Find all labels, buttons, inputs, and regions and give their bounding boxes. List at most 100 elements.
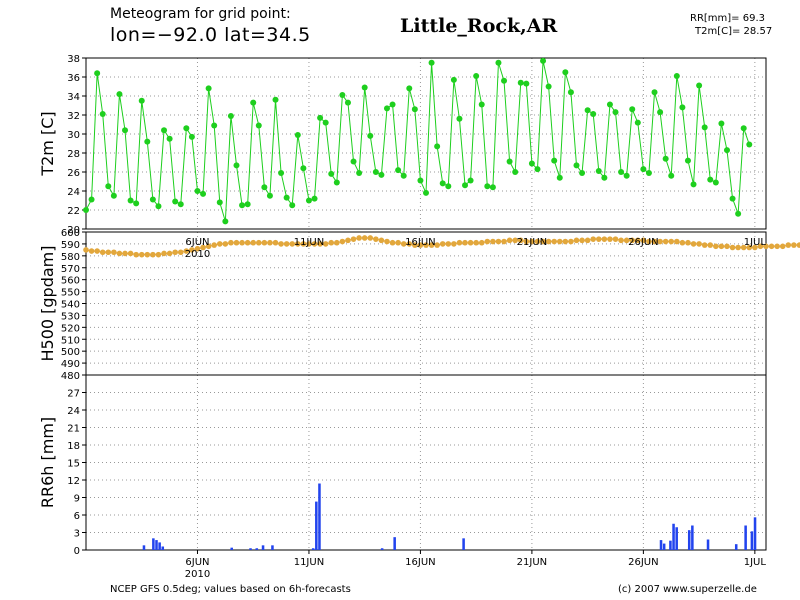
panel-frame <box>85 374 767 551</box>
y-axis-label: T2m [C] <box>38 111 57 176</box>
data-point <box>211 122 218 129</box>
data-point <box>177 249 184 256</box>
data-point <box>155 251 162 258</box>
data-point <box>333 179 340 186</box>
data-point <box>244 239 251 246</box>
y-tick-label: 6 <box>74 511 80 522</box>
data-point <box>423 242 429 248</box>
y-tick-label: 30 <box>67 130 80 141</box>
data-point <box>166 250 173 257</box>
precip-bar <box>687 530 691 550</box>
data-point <box>590 111 597 118</box>
data-point <box>740 244 747 251</box>
data-point <box>540 238 546 245</box>
data-point <box>696 82 703 89</box>
data-point <box>417 242 424 248</box>
data-point <box>144 251 151 258</box>
data-point <box>222 218 229 225</box>
data-point <box>462 239 468 246</box>
data-point <box>484 183 491 190</box>
data-point <box>651 89 658 96</box>
y-tick-label: 26 <box>67 168 80 179</box>
data-point <box>127 197 134 204</box>
y-tick-label: 580 <box>61 252 80 263</box>
data-point <box>556 174 563 181</box>
data-point <box>222 241 229 247</box>
copyright-note: (c) 2007 www.superzelle.de <box>618 584 757 595</box>
precip-bar <box>706 539 710 550</box>
data-point <box>423 189 429 196</box>
data-point <box>791 242 797 248</box>
precip-bar <box>750 531 754 550</box>
data-point <box>350 236 357 242</box>
data-point <box>523 80 530 87</box>
data-point <box>746 141 753 148</box>
meteogram-title: Meteogram for grid point: <box>110 6 291 22</box>
data-point <box>445 241 452 247</box>
x-tick-label: 26JUN <box>628 557 658 568</box>
data-point <box>723 147 730 154</box>
data-point <box>634 119 641 126</box>
data-point <box>551 238 557 245</box>
y-tick-label: 540 <box>61 300 80 311</box>
data-point <box>467 239 474 246</box>
data-point <box>601 174 608 181</box>
data-point <box>595 236 602 242</box>
data-point <box>718 243 725 250</box>
precip-bar <box>318 483 321 550</box>
data-point <box>451 241 457 247</box>
data-point <box>200 190 207 197</box>
data-point <box>278 241 284 247</box>
data-point <box>484 238 491 245</box>
data-point <box>189 247 195 253</box>
y-tick-label: 590 <box>61 240 80 251</box>
data-point <box>595 168 602 175</box>
data-point <box>283 194 290 201</box>
y-tick-label: 570 <box>61 264 80 275</box>
data-point <box>406 241 413 247</box>
data-point <box>306 241 312 247</box>
data-point <box>657 109 664 116</box>
data-point <box>584 107 591 114</box>
data-point <box>283 241 290 247</box>
data-point <box>356 169 363 176</box>
data-point <box>551 157 558 164</box>
data-point <box>295 241 301 247</box>
data-point <box>796 242 800 248</box>
data-point <box>228 239 234 246</box>
data-point <box>99 111 106 118</box>
data-point <box>779 243 786 250</box>
data-point <box>138 97 145 104</box>
data-point <box>573 237 580 244</box>
precip-bar <box>753 517 757 550</box>
data-point <box>239 239 245 246</box>
data-point <box>456 239 463 246</box>
x-tick-label: 6JUN <box>185 557 209 568</box>
data-point <box>322 241 329 247</box>
y-tick-label: 36 <box>67 73 80 84</box>
data-point <box>701 242 708 248</box>
data-point <box>395 239 401 246</box>
data-point <box>729 195 736 202</box>
precip-bar <box>672 523 675 550</box>
x-tick-label-h500: 26JUN <box>628 237 658 248</box>
data-point <box>439 241 446 247</box>
data-point <box>300 165 307 172</box>
data-point <box>116 91 123 98</box>
y-tick-label: 28 <box>67 149 80 160</box>
data-point <box>645 169 652 176</box>
panel-1: 20 22 24 26 28 30 32 34 36 38 T2m [C] <box>38 54 767 236</box>
data-point <box>356 235 362 241</box>
data-point <box>674 238 680 245</box>
y-tick-label: 480 <box>61 371 80 382</box>
data-point <box>601 236 608 242</box>
data-point <box>740 125 747 132</box>
data-point <box>629 237 636 244</box>
data-point <box>194 245 201 252</box>
data-point <box>378 171 385 178</box>
data-point <box>334 239 340 246</box>
data-point <box>690 181 697 188</box>
data-point <box>629 106 636 113</box>
y-tick-label: 22 <box>67 206 80 217</box>
